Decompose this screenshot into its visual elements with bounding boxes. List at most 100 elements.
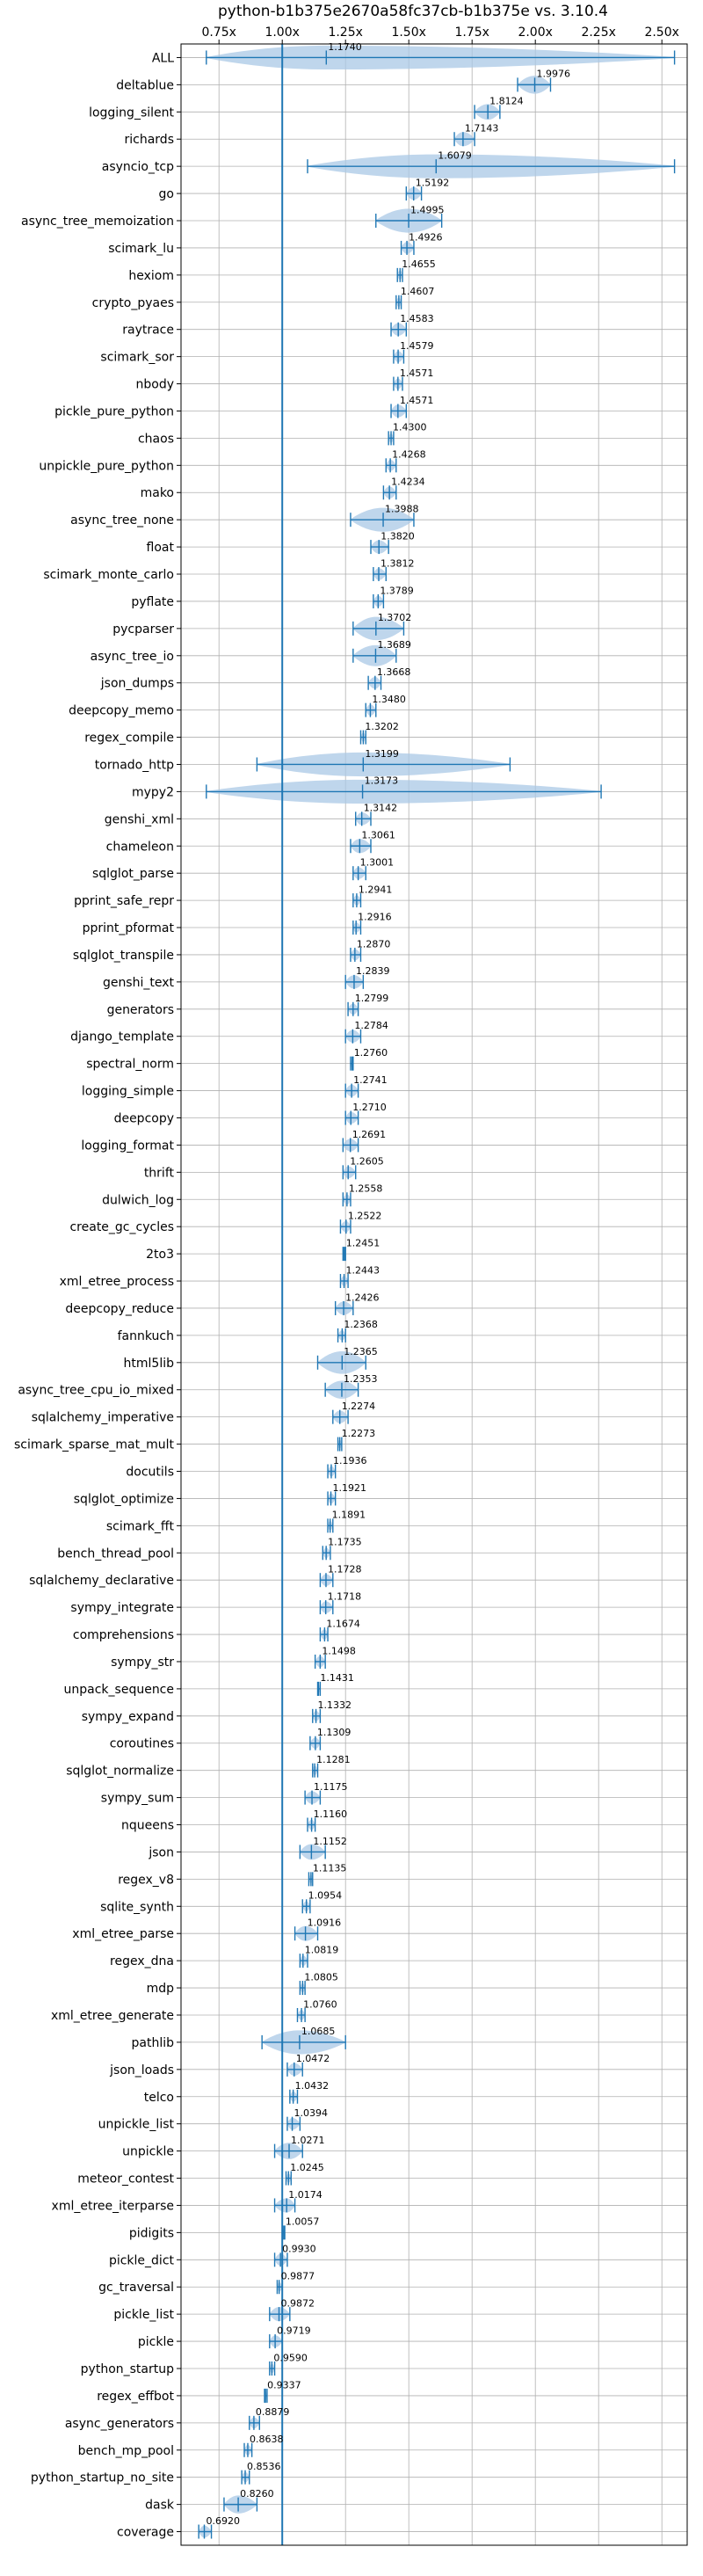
category-label: tornado_http bbox=[95, 758, 174, 772]
value-label: 0.8638 bbox=[250, 2434, 284, 2445]
category-label: regex_compile bbox=[84, 731, 174, 746]
category-label: mypy2 bbox=[132, 785, 174, 799]
x-tick-label: 2.25x bbox=[581, 25, 615, 40]
value-label: 1.3142 bbox=[364, 803, 398, 814]
value-label: 1.1160 bbox=[314, 1808, 348, 1820]
value-label: 1.1281 bbox=[316, 1754, 351, 1765]
category-label: ALL bbox=[152, 51, 174, 65]
category-label: dulwich_log bbox=[102, 1193, 174, 1207]
value-label: 1.3061 bbox=[361, 830, 395, 841]
category-label: unpickle bbox=[122, 2145, 174, 2159]
value-label: 1.9976 bbox=[537, 69, 571, 80]
category-label: async_generators bbox=[65, 2417, 174, 2431]
value-label: 1.0805 bbox=[304, 1971, 338, 1983]
value-label: 1.1431 bbox=[320, 1672, 354, 1684]
value-label: 1.3480 bbox=[372, 694, 406, 705]
x-tick-label: 1.00x bbox=[265, 25, 299, 40]
value-label: 1.1891 bbox=[332, 1510, 366, 1521]
x-tick-label: 2.50x bbox=[644, 25, 678, 40]
category-label: crypto_pyaes bbox=[92, 296, 174, 310]
value-label: 1.2605 bbox=[350, 1156, 384, 1168]
category-label: django_template bbox=[70, 1030, 174, 1044]
value-label: 1.7143 bbox=[465, 123, 499, 135]
value-label: 1.0760 bbox=[303, 1998, 337, 2010]
category-label: deepcopy bbox=[114, 1111, 174, 1125]
category-label: pathlib bbox=[132, 2036, 175, 2050]
value-label: 0.6920 bbox=[206, 2515, 240, 2527]
value-label: 1.2274 bbox=[342, 1401, 376, 1412]
x-tick-label: 1.50x bbox=[391, 25, 425, 40]
value-label: 1.2870 bbox=[357, 938, 391, 950]
value-label: 1.3820 bbox=[380, 530, 415, 542]
x-tick-label: 0.75x bbox=[201, 25, 236, 40]
value-label: 1.1152 bbox=[313, 1836, 347, 1847]
value-label: 1.0174 bbox=[288, 2189, 323, 2201]
category-label: asyncio_tcp bbox=[102, 160, 174, 174]
category-label: coroutines bbox=[110, 1737, 174, 1751]
category-label: pidigits bbox=[129, 2226, 174, 2240]
value-label: 1.2451 bbox=[346, 1237, 380, 1248]
category-label: pprint_safe_repr bbox=[74, 894, 174, 908]
value-label: 1.1309 bbox=[317, 1727, 352, 1738]
category-label: fannkuch bbox=[118, 1329, 174, 1343]
category-label: pprint_pformat bbox=[83, 921, 175, 935]
value-label: 1.3988 bbox=[385, 504, 419, 515]
value-label: 1.3173 bbox=[365, 775, 399, 787]
value-label: 1.0819 bbox=[305, 1944, 339, 1955]
value-label: 1.3001 bbox=[360, 857, 395, 869]
value-label: 0.8879 bbox=[256, 2406, 290, 2418]
value-label: 1.2426 bbox=[345, 1292, 380, 1303]
category-label: go bbox=[159, 187, 174, 201]
category-label: nbody bbox=[136, 378, 175, 392]
category-label: gc_traversal bbox=[98, 2281, 174, 2295]
category-label: comprehensions bbox=[73, 1628, 174, 1642]
value-label: 1.1135 bbox=[313, 1863, 347, 1874]
category-label: pickle_dict bbox=[109, 2253, 175, 2267]
category-label: telco bbox=[144, 2091, 174, 2105]
category-label: sqlglot_parse bbox=[92, 867, 174, 881]
category-label: deltablue bbox=[116, 78, 174, 92]
category-label: json bbox=[148, 1845, 174, 1859]
x-tick-label: 1.25x bbox=[328, 25, 362, 40]
value-label: 1.3689 bbox=[377, 639, 411, 651]
value-label: 1.4268 bbox=[392, 449, 426, 461]
category-label: bench_thread_pool bbox=[57, 1546, 174, 1561]
value-label: 1.0432 bbox=[295, 2080, 330, 2092]
value-label: 1.4571 bbox=[400, 395, 434, 406]
category-label: xml_etree_generate bbox=[51, 2009, 174, 2023]
value-label: 1.2691 bbox=[352, 1129, 387, 1140]
value-label: 0.8260 bbox=[240, 2488, 274, 2500]
value-label: 1.2353 bbox=[344, 1373, 378, 1385]
value-label: 1.2916 bbox=[358, 911, 392, 922]
category-label: pyflate bbox=[131, 595, 174, 609]
category-label: sympy_integrate bbox=[70, 1601, 174, 1615]
category-label: pickle_list bbox=[113, 2308, 174, 2322]
plot-frame bbox=[180, 43, 688, 2546]
value-label: 0.8536 bbox=[247, 2461, 281, 2472]
value-label: 1.1936 bbox=[333, 1455, 367, 1466]
value-label: 1.3199 bbox=[365, 748, 399, 760]
category-label: pycparser bbox=[112, 622, 174, 637]
category-label: sqlglot_normalize bbox=[66, 1765, 174, 1779]
value-label: 1.1740 bbox=[328, 41, 362, 53]
value-label: 1.8124 bbox=[489, 96, 524, 107]
category-label: sqlalchemy_declarative bbox=[29, 1574, 174, 1588]
category-label: xml_etree_parse bbox=[72, 1927, 174, 1941]
category-label: docutils bbox=[126, 1466, 174, 1480]
category-label: json_loads bbox=[109, 2063, 174, 2078]
value-label: 1.3202 bbox=[365, 721, 399, 732]
category-label: sympy_sum bbox=[101, 1792, 174, 1806]
value-label: 1.5192 bbox=[416, 177, 450, 188]
category-label: xml_etree_iterparse bbox=[52, 2199, 174, 2213]
category-label: richards bbox=[125, 133, 175, 147]
category-label: logging_silent bbox=[89, 106, 174, 120]
category-label: unpickle_pure_python bbox=[39, 459, 174, 473]
value-label: 1.1921 bbox=[333, 1482, 367, 1494]
value-label: 1.1332 bbox=[318, 1699, 352, 1711]
value-label: 0.9337 bbox=[267, 2379, 301, 2390]
category-label: xml_etree_process bbox=[60, 1275, 174, 1289]
category-label: coverage bbox=[117, 2526, 174, 2540]
category-label: 2to3 bbox=[146, 1248, 174, 1262]
x-axis-ticks: 0.75x 1.00x 1.25x 1.50x 1.75x 2.00x 2.25x 2.50x bbox=[201, 25, 679, 44]
value-label: 1.0271 bbox=[291, 2135, 325, 2146]
